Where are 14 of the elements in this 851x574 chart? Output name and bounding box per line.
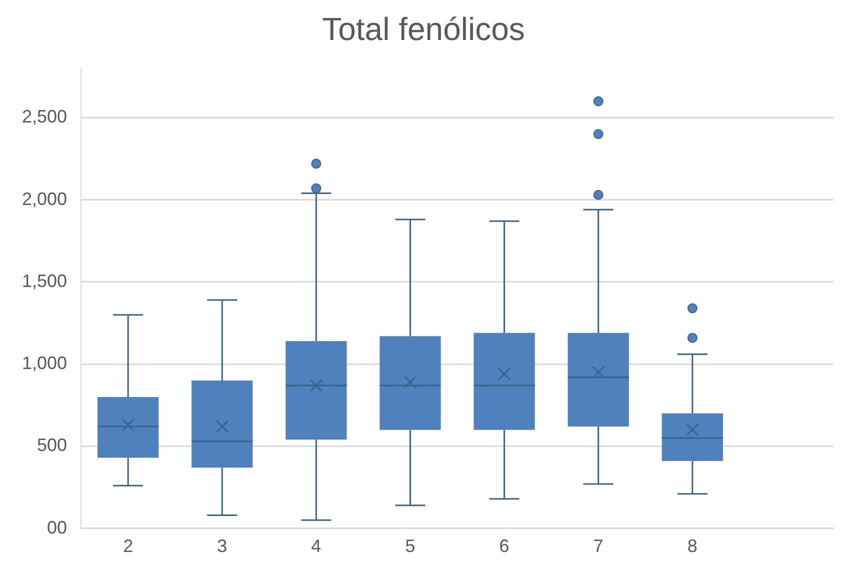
x-tick-label: 3 — [217, 536, 228, 556]
x-tick-label: 2 — [123, 536, 134, 556]
y-tick-label: 00 — [47, 517, 68, 538]
x-tick-label: 5 — [405, 536, 416, 556]
y-tick-label: 1,000 — [22, 353, 68, 374]
x-tick-label: 4 — [311, 536, 322, 556]
x-tick-label: 7 — [593, 536, 604, 556]
x-tick-label: 6 — [499, 536, 510, 556]
chart-title: Total fenólicos — [322, 11, 525, 48]
y-tick-label: 2,500 — [22, 106, 68, 127]
y-tick-label: 2,000 — [22, 188, 68, 209]
y-tick-label: 1,500 — [22, 270, 68, 291]
y-tick-label: 500 — [36, 435, 68, 456]
x-tick-label: 8 — [687, 536, 698, 556]
